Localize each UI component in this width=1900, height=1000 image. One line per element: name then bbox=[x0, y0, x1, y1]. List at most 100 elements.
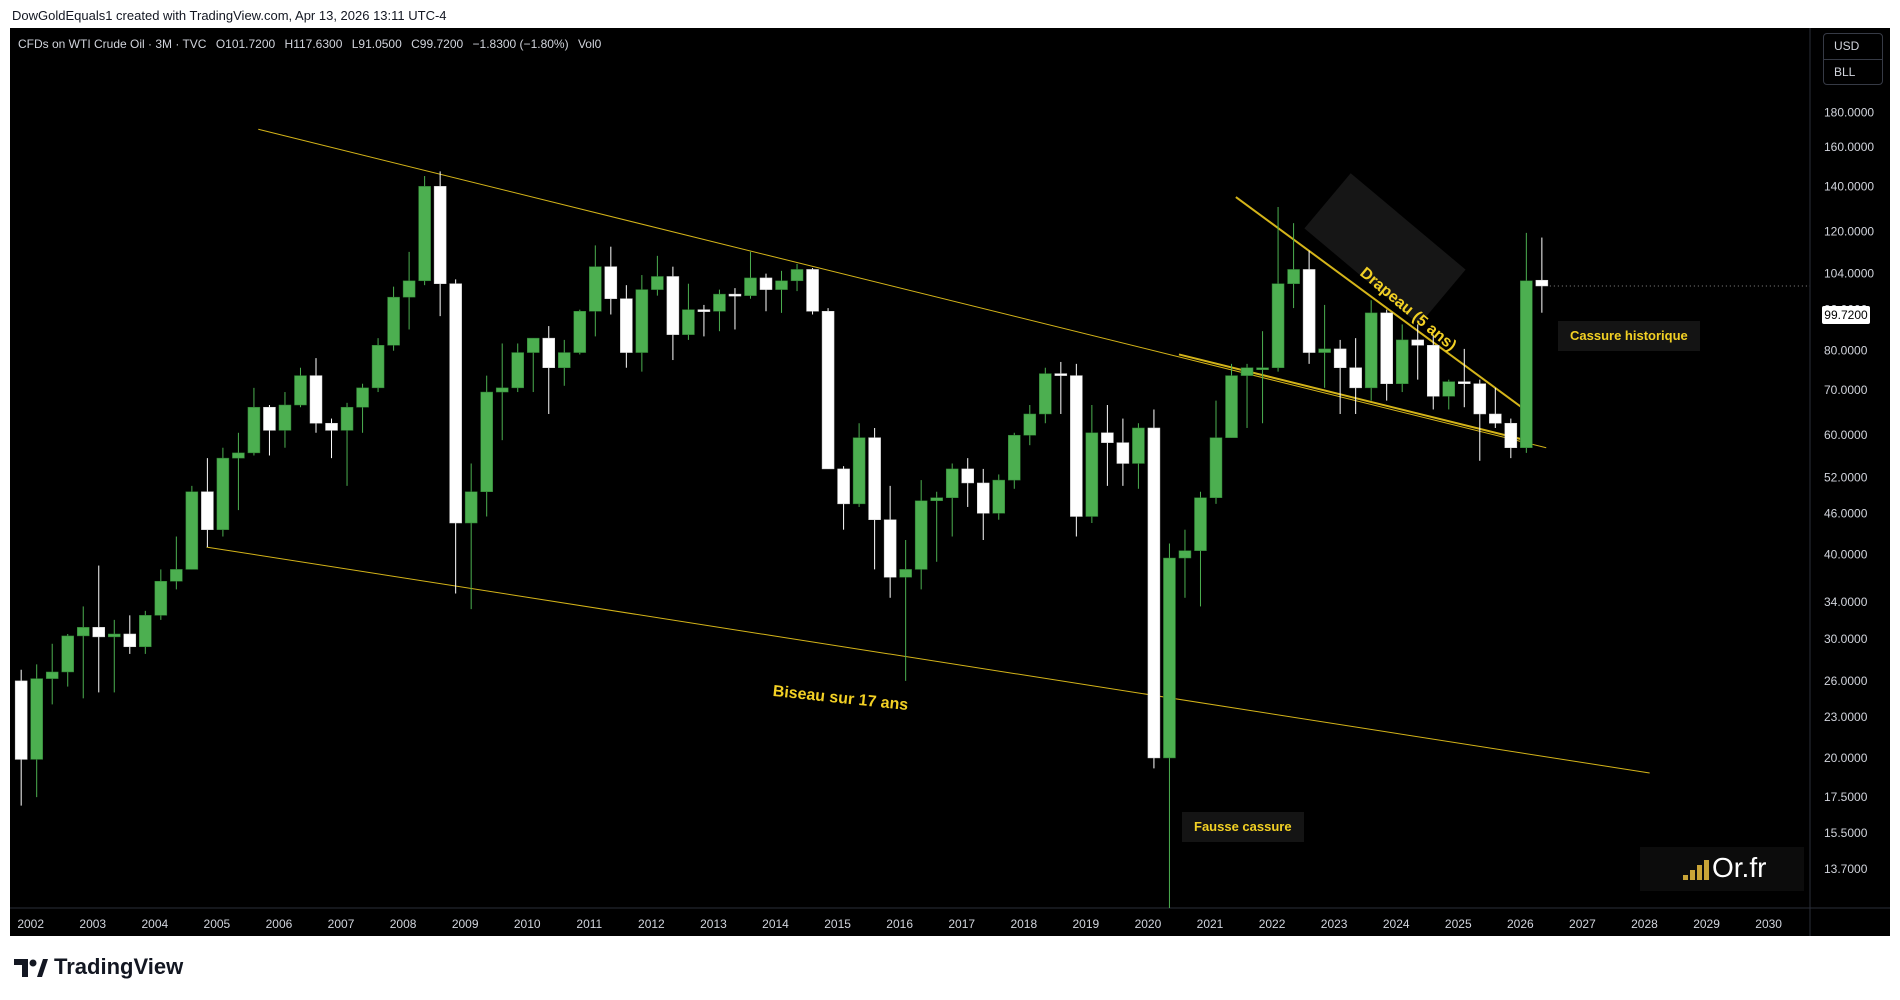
unit-label[interactable]: BLL bbox=[1834, 65, 1856, 79]
candle-body-2010-04 bbox=[542, 337, 556, 368]
x-tick-label: 2003 bbox=[79, 917, 106, 931]
candle-body-2003-10 bbox=[139, 615, 152, 648]
currency-unit-selector[interactable]: USD BLL bbox=[1823, 33, 1883, 85]
candle-body-2017-01 bbox=[961, 468, 974, 484]
candle-body-2004-01 bbox=[154, 580, 168, 616]
candle-body-2026-01 bbox=[1520, 280, 1533, 448]
candle-body-2002-07 bbox=[61, 635, 74, 673]
candle-body-2017-07 bbox=[992, 479, 1006, 514]
y-tick-label: 104.0000 bbox=[1824, 267, 1874, 281]
candle-body-2010-10 bbox=[573, 311, 587, 353]
candle-body-2013-01 bbox=[713, 293, 726, 312]
candle-body-2008-01 bbox=[402, 280, 416, 298]
candle-body-2015-01 bbox=[837, 468, 850, 505]
logo-text: Or.fr bbox=[1712, 852, 1767, 883]
candle-body-2009-10 bbox=[511, 352, 524, 389]
candle-body-2011-07 bbox=[620, 298, 633, 353]
candle-body-2020-07 bbox=[1178, 550, 1192, 559]
annotation-false-break[interactable]: Fausse cassure bbox=[1182, 812, 1304, 842]
legend-close: C99.7200 bbox=[411, 37, 464, 51]
candle-body-2016-07 bbox=[930, 497, 943, 502]
candle-body-2003-07 bbox=[123, 633, 137, 648]
y-tick-label: 20.0000 bbox=[1824, 751, 1868, 765]
y-tick-label: 13.7000 bbox=[1824, 862, 1868, 876]
x-tick-label: 2007 bbox=[328, 917, 355, 931]
candle-body-2011-10 bbox=[635, 289, 649, 353]
flag-annotation-background bbox=[1304, 173, 1466, 325]
currency-label[interactable]: USD bbox=[1824, 34, 1882, 60]
candle-body-2006-07 bbox=[309, 375, 323, 424]
candle-body-2002-10 bbox=[76, 627, 90, 637]
chart-frame[interactable]: 13.7000 15.5000 17.5000 20.0000 23.0000 26.00… bbox=[10, 28, 1890, 936]
y-tick-label: 46.0000 bbox=[1824, 506, 1868, 520]
candle-body-2019-01 bbox=[1085, 432, 1099, 517]
orfr-logo: Or.fr bbox=[1640, 847, 1804, 891]
x-tick-label: 2015 bbox=[824, 917, 851, 931]
candle-body-2018-04 bbox=[1039, 373, 1052, 415]
candle-body-2015-04 bbox=[852, 437, 866, 505]
legend-high: H117.6300 bbox=[284, 37, 343, 51]
legend-change: −1.8300 (−1.80%) bbox=[472, 37, 569, 51]
tradingview-logo-icon bbox=[14, 959, 48, 977]
candle-body-2020-04 bbox=[1163, 557, 1176, 759]
chart-attribution: DowGoldEquals1 created with TradingView.… bbox=[12, 8, 447, 23]
candle-body-2005-04 bbox=[232, 452, 245, 459]
candle-body-2010-01 bbox=[526, 337, 540, 353]
candle-body-2023-04 bbox=[1349, 367, 1362, 389]
y-tick-label: 17.5000 bbox=[1824, 790, 1868, 804]
x-tick-label: 2018 bbox=[1010, 917, 1037, 931]
x-tick-label: 2012 bbox=[638, 917, 665, 931]
candle-body-2006-04 bbox=[294, 375, 307, 406]
candle-body-2016-01 bbox=[899, 569, 912, 578]
candle-body-2017-10 bbox=[1008, 434, 1021, 481]
trendline-wedge-lower bbox=[206, 546, 1650, 774]
y-tick-label: 30.0000 bbox=[1824, 632, 1868, 646]
candle-body-2011-04 bbox=[604, 266, 618, 299]
candle-body-2015-10 bbox=[883, 519, 897, 578]
y-tick-label: 80.0000 bbox=[1824, 344, 1868, 358]
candle-body-2004-04 bbox=[170, 569, 183, 582]
x-tick-label: 2011 bbox=[576, 917, 602, 931]
x-tick-label: 2010 bbox=[514, 917, 541, 931]
candle-body-2023-07 bbox=[1364, 312, 1378, 389]
candle-body-2007-07 bbox=[371, 345, 385, 389]
candle-body-2005-10 bbox=[263, 406, 276, 431]
x-tick-label: 2023 bbox=[1321, 917, 1348, 931]
candle-body-2005-01 bbox=[216, 457, 230, 530]
x-tick-label: 2006 bbox=[266, 917, 293, 931]
candle-body-2021-01 bbox=[1209, 437, 1223, 498]
candle-body-2024-10 bbox=[1442, 381, 1456, 397]
y-tick-label: 60.0000 bbox=[1824, 428, 1868, 442]
legend-volume: Vol0 bbox=[577, 37, 602, 51]
x-tick-label: 2026 bbox=[1507, 917, 1534, 931]
candle-body-2012-01 bbox=[651, 276, 664, 290]
x-tick-label: 2014 bbox=[762, 917, 789, 931]
candle-body-2021-07 bbox=[1240, 367, 1254, 376]
y-tick-label: 23.0000 bbox=[1824, 710, 1868, 724]
price-chart[interactable]: 13.7000 15.5000 17.5000 20.0000 23.0000 26.00… bbox=[10, 28, 1890, 936]
candle-body-2024-07 bbox=[1426, 345, 1440, 397]
last-price-label: 99.7200 bbox=[1822, 306, 1870, 324]
candle-body-2014-10 bbox=[821, 311, 835, 470]
x-tick-label: 2009 bbox=[452, 917, 479, 931]
x-tick-label: 2025 bbox=[1445, 917, 1472, 931]
x-tick-label: 2008 bbox=[390, 917, 417, 931]
candle-body-2020-01 bbox=[1147, 427, 1161, 759]
candle-body-2006-10 bbox=[325, 422, 338, 431]
y-tick-label: 160.0000 bbox=[1824, 140, 1874, 154]
legend-open: O101.7200 bbox=[215, 37, 276, 51]
candle-body-2022-01 bbox=[1271, 283, 1285, 368]
annotation-breakout[interactable]: Cassure historique bbox=[1558, 321, 1700, 351]
candle-body-2010-07 bbox=[558, 352, 571, 368]
candle-body-2013-04 bbox=[728, 293, 742, 297]
y-tick-label: 70.0000 bbox=[1824, 383, 1868, 397]
candle-body-2015-07 bbox=[868, 437, 881, 520]
candle-body-2004-10 bbox=[201, 491, 214, 530]
legend-symbol[interactable]: CFDs on WTI Crude Oil · 3M · TVC bbox=[18, 37, 207, 51]
candle-body-2012-10 bbox=[697, 309, 711, 312]
y-tick-label: 34.0000 bbox=[1824, 595, 1868, 609]
candle-body-2022-07 bbox=[1302, 269, 1316, 353]
candle-body-2019-07 bbox=[1116, 442, 1130, 464]
candle-body-2009-07 bbox=[495, 387, 509, 393]
y-tick-label: 40.0000 bbox=[1824, 547, 1868, 561]
